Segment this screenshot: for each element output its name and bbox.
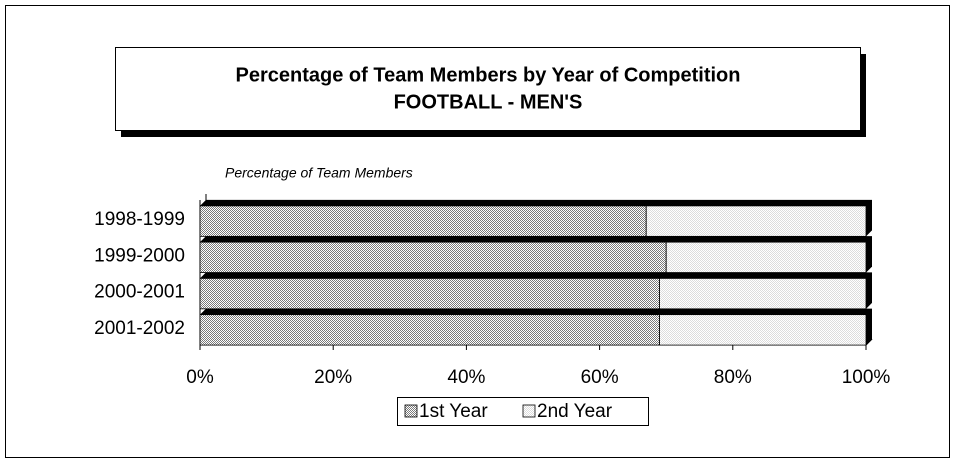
x-tick-label: 60% xyxy=(581,367,619,388)
y-tick-label: 2001-2002 xyxy=(94,318,185,339)
bar xyxy=(199,241,667,273)
y-tick-label: 1999-2000 xyxy=(94,245,185,266)
bar xyxy=(645,205,867,237)
chart-title: Percentage of Team Members by Year of Co… xyxy=(236,64,741,86)
x-tick-label: 0% xyxy=(186,367,214,388)
title-box xyxy=(115,47,861,131)
axis-label: Percentage of Team Members xyxy=(225,165,413,181)
y-tick-label: 2000-2001 xyxy=(94,282,185,303)
legend-swatch xyxy=(522,404,536,418)
x-tick-label: 40% xyxy=(447,367,485,388)
bar xyxy=(659,314,867,346)
y-tick-label: 1998-1999 xyxy=(94,209,185,230)
legend-label: 2nd Year xyxy=(537,401,613,422)
bar xyxy=(199,277,660,310)
chart-subtitle: FOOTBALL - MEN'S xyxy=(394,91,583,113)
x-tick-label: 20% xyxy=(314,367,352,388)
bar xyxy=(199,205,647,237)
bar xyxy=(659,277,867,310)
x-tick-label: 100% xyxy=(842,367,891,388)
legend-label: 1st Year xyxy=(419,401,488,422)
bar xyxy=(665,241,867,273)
legend-swatch xyxy=(404,404,418,418)
bar xyxy=(199,314,660,346)
x-tick-label: 80% xyxy=(714,367,752,388)
